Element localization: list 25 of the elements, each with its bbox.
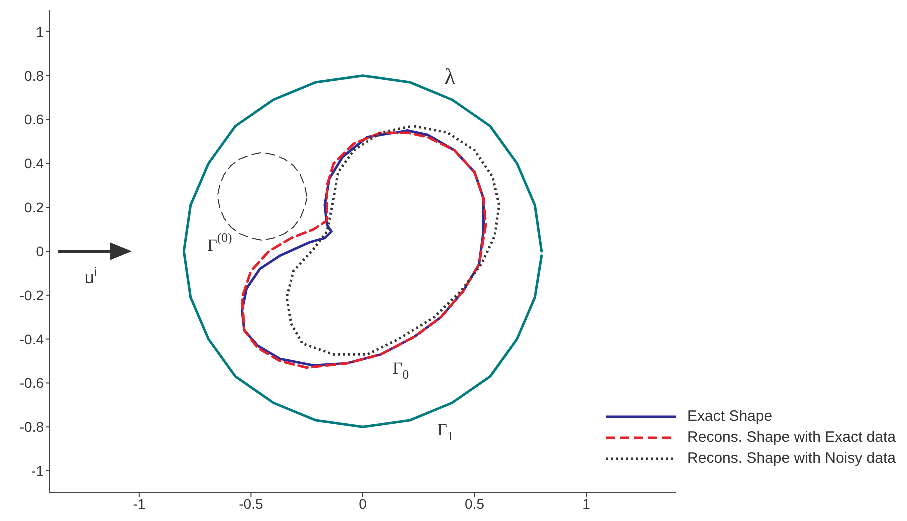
y-tick-label: -0.6 — [20, 375, 44, 392]
legend-label: Exact Shape — [688, 407, 773, 427]
legend-label: Recons. Shape with Noisy data — [688, 449, 896, 469]
y-tick-label: 0.6 — [24, 112, 44, 128]
x-tick-label: 0.5 — [465, 496, 485, 512]
annotation: Γ$_{0}$ — [392, 358, 410, 382]
x-tick-label: 0 — [359, 496, 368, 512]
annotation: Γ$_{1}$ — [438, 420, 454, 444]
line-series — [286, 125, 501, 356]
legend-label: Recons. Shape with Exact data — [688, 428, 896, 448]
x-tick-label: -1 — [133, 496, 146, 512]
y-tick-label: 0.4 — [24, 156, 44, 172]
y-tick-label: 0.8 — [24, 68, 44, 84]
annotation: λ — [444, 63, 456, 88]
y-tick-label: 1 — [36, 24, 44, 40]
y-tick-label: -0.8 — [20, 419, 44, 436]
annotation: u$^{i}$ — [84, 264, 98, 288]
annotation: Γ$^{(0)}$ — [208, 230, 232, 254]
x-tick-label: 1 — [582, 496, 591, 512]
x-tick-label: -0.5 — [239, 496, 264, 512]
y-tick-label: -0.2 — [20, 287, 44, 304]
y-tick-label: -1 — [32, 463, 44, 480]
y-tick-label: 0.2 — [24, 200, 44, 216]
y-tick-label: 0 — [36, 243, 44, 260]
y-tick-label: -0.4 — [20, 331, 44, 348]
